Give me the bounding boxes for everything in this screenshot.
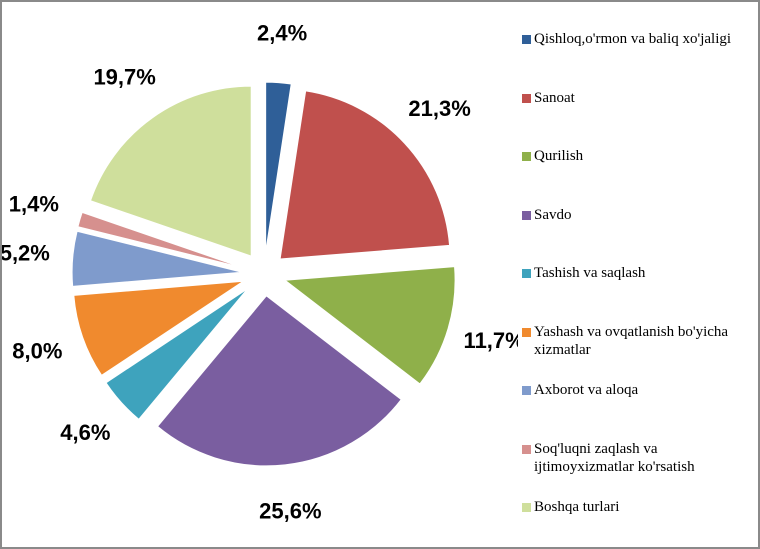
pie-slice [71, 230, 243, 287]
legend-label: Qishloq,o'rmon va baliq xo'jaligi [534, 31, 732, 47]
legend-item: Qishloq,o'rmon va baliq xo'jaligi [520, 30, 756, 89]
data-label: 8,0% [12, 339, 62, 364]
legend-swatch [522, 386, 531, 395]
pie-slice [283, 266, 456, 385]
legend-label: Axborot va aloqa [534, 382, 639, 398]
legend-label: Soq'luqni zaqlash va ijtimoyxizmatlar ko… [534, 440, 695, 475]
legend-item: Tashish va saqlash [520, 264, 756, 323]
legend-label: Tashish va saqlash [534, 265, 646, 281]
legend-swatch [522, 269, 531, 278]
legend-label: Savdo [534, 206, 572, 223]
legend-item: Soq'luqni zaqlash va ijtimoyxizmatlar ko… [520, 440, 756, 499]
pie-slice [156, 295, 402, 467]
pie-slice [89, 85, 252, 257]
legend-item: Savdo [520, 206, 756, 265]
pie-slice [279, 90, 451, 260]
data-label: 5,2% [2, 241, 50, 266]
legend-label: Qurilish [534, 148, 584, 164]
legend-label: Boshqa turlari [534, 499, 620, 515]
legend-swatch [522, 93, 531, 103]
legend-swatch [522, 444, 531, 454]
data-label: 4,6% [60, 420, 110, 445]
data-label: 11,7% [464, 328, 518, 353]
legend-swatch [522, 503, 531, 512]
legend-swatch [522, 327, 531, 337]
pie-slice [105, 288, 249, 420]
data-label: 21,3% [408, 96, 470, 121]
pie-plot: 2,4% 21,3% 11,7% 25,6% 4,6% 8,0% 5,2% 1,4% 19,7% [2, 20, 518, 523]
pie-slice [265, 81, 292, 253]
pie-slice [73, 280, 244, 377]
legend-swatch [522, 152, 531, 161]
legend-item: Axborot va aloqa [520, 381, 756, 440]
pie-slice [77, 211, 244, 269]
legend-item: Boshqa turlari [520, 498, 756, 547]
data-label: 2,4% [257, 20, 307, 45]
legend-label: Sanoat [534, 89, 575, 106]
legend-item: Sanoat [520, 89, 756, 148]
legend-swatch [522, 35, 531, 44]
data-label: 25,6% [259, 498, 321, 523]
legend-item: Qurilish [520, 147, 756, 206]
data-label: 19,7% [93, 64, 155, 89]
legend-swatch [522, 210, 531, 220]
legend-item: Yashash va ovqatlanish bo'yicha xizmatla… [520, 323, 756, 382]
data-label: 1,4% [9, 192, 59, 217]
legend-label: Yashash va ovqatlanish bo'yicha xizmatla… [534, 323, 729, 358]
legend: Qishloq,o'rmon va baliq xo'jaligi Sanoat Q… [520, 30, 756, 547]
